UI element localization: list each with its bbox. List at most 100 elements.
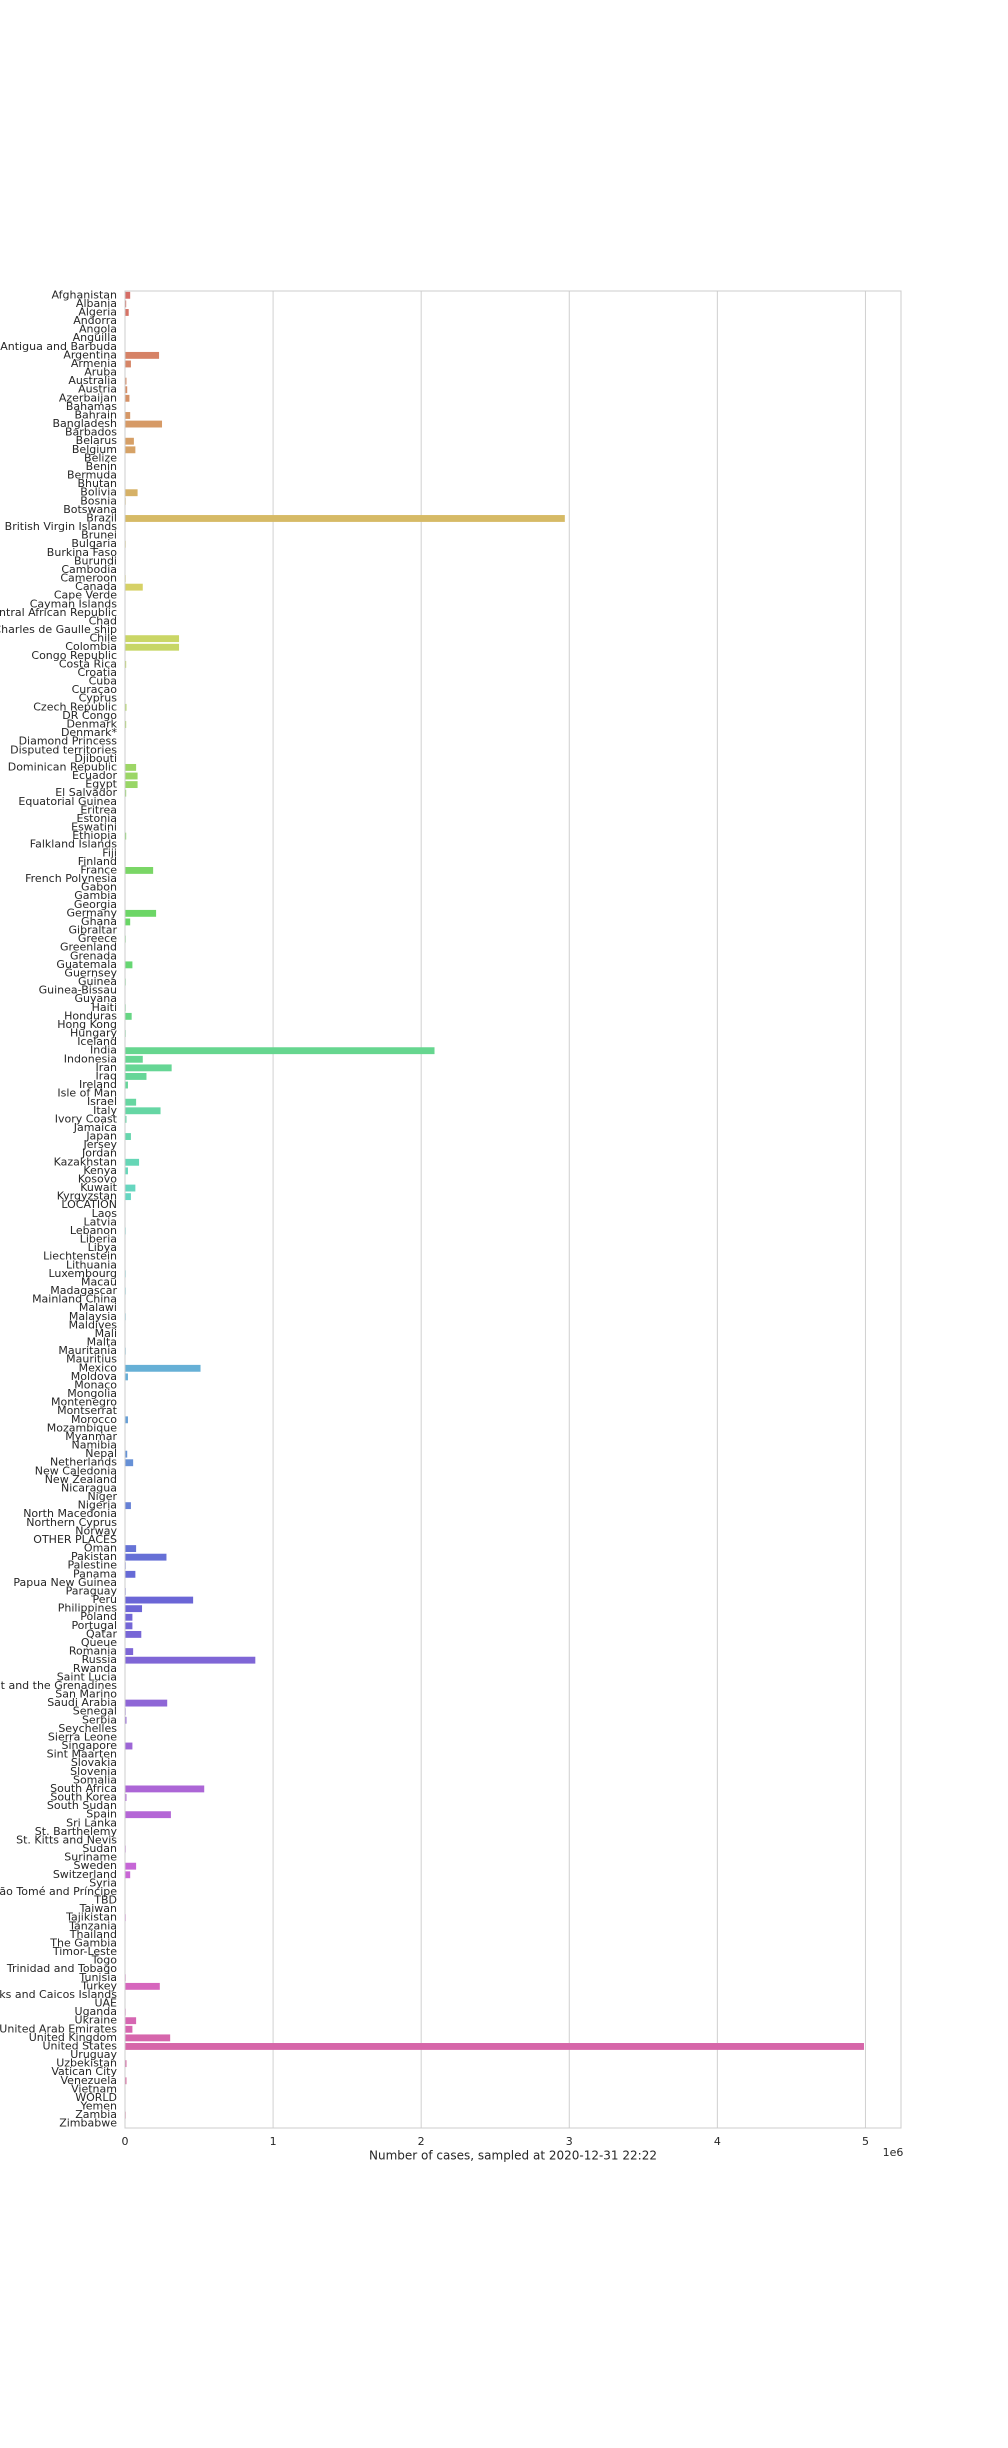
y-tick-label: Guinea: [78, 975, 117, 988]
bar: [125, 1553, 167, 1561]
bar: [125, 2060, 127, 2068]
y-tick-label: Moldova: [71, 1370, 117, 1383]
y-tick-label: United Kingdom: [29, 2031, 117, 2044]
y-tick-label: Falkland Islands: [30, 838, 117, 851]
y-tick-label: Denmark: [66, 717, 117, 730]
bar: [125, 1107, 161, 1115]
y-tick-label: Romania: [69, 1645, 117, 1658]
bar: [125, 1073, 147, 1080]
y-tick-label: Kuwait: [80, 1181, 117, 1194]
y-tick-label: Anguilla: [73, 331, 117, 344]
y-tick-label: Tunisia: [78, 1971, 117, 1984]
y-tick-label: Cyprus: [79, 692, 118, 705]
bar: [125, 1459, 134, 1467]
y-tick-label: TBD: [93, 1894, 117, 1907]
y-tick-label: São Tomé and Príncipe: [0, 1885, 117, 1898]
y-tick-label: Grenada: [70, 949, 117, 962]
bar: [125, 1158, 140, 1166]
x-tick-label: 2: [418, 2135, 425, 2148]
y-tick-label: Costa Rica: [59, 657, 117, 670]
y-tick-label: Guatemala: [56, 958, 117, 971]
y-tick-label: Seychelles: [58, 1722, 117, 1735]
y-tick-label: Diamond Princess: [19, 735, 118, 748]
bar: [125, 1081, 128, 1089]
bar: [125, 394, 130, 402]
y-tick-label: WORLD: [75, 2091, 117, 2104]
bar: [125, 918, 131, 926]
y-tick-label: Chad: [89, 614, 117, 627]
bar: [125, 1416, 128, 1424]
y-tick-label: Finland: [78, 855, 117, 868]
x-tick-label: 1: [270, 2135, 277, 2148]
y-tick-label: North Macedonia: [23, 1507, 117, 1520]
bar: [125, 1055, 143, 1063]
y-tick-label: Uruguay: [70, 2048, 117, 2061]
y-tick-label: Bahrain: [74, 408, 117, 421]
y-tick-label: Norway: [75, 1524, 117, 1537]
y-tick-label: Bulgaria: [71, 537, 117, 550]
y-tick-label: Greece: [78, 932, 117, 945]
bar: [125, 772, 138, 780]
bar: [125, 789, 127, 797]
bar: [125, 420, 163, 428]
x-tick-label: 0: [122, 2135, 129, 2148]
y-tick-label: Cameroon: [60, 572, 117, 585]
y-tick-label: India: [90, 1044, 117, 1057]
y-tick-label: Maldives: [69, 1318, 118, 1331]
y-tick-label: Niger: [87, 1490, 117, 1503]
y-tick-label: Mainland China: [32, 1293, 117, 1306]
y-tick-label: Kosovo: [78, 1172, 117, 1185]
x-tick-label: 3: [566, 2135, 573, 2148]
y-tick-label: Congo Republic: [31, 649, 117, 662]
y-tick-label: United States: [43, 2039, 118, 2052]
y-tick-label: Sri Lanka: [66, 1816, 117, 1829]
bar: [125, 660, 127, 668]
y-tick-label: Charles de Gaulle ship: [0, 623, 117, 636]
y-tick-label: Zambia: [75, 2108, 117, 2121]
y-tick-label: Malawi: [79, 1301, 117, 1314]
bar: [125, 1811, 171, 1819]
bar: [125, 635, 180, 643]
y-tick-label: Fiji: [102, 846, 117, 859]
bar: [125, 300, 127, 308]
plot-frame: [124, 290, 902, 2129]
y-tick-label: OTHER PLACES: [33, 1533, 117, 1546]
y-tick-label: Laos: [92, 1207, 118, 1220]
y-tick-label: Eswatini: [71, 821, 117, 834]
y-tick-label: Tanzania: [68, 1919, 117, 1932]
y-tick-label: St. Barthelemy: [35, 1825, 118, 1838]
y-tick-label: Afghanistan: [52, 288, 118, 301]
y-tick-label: Iran: [96, 1061, 118, 1074]
bar: [125, 1596, 194, 1604]
bar: [125, 866, 154, 874]
y-tick-label: Spain: [86, 1808, 117, 1821]
y-tick-label: Canada: [75, 580, 117, 593]
bar: [125, 1064, 172, 1072]
y-tick-label: Croatia: [77, 666, 117, 679]
y-tick-label: Germany: [66, 906, 117, 919]
x-tick-label: 5: [862, 2135, 869, 2148]
x-axis-label: Number of cases, sampled at 2020-12-31 2…: [369, 2149, 657, 2163]
y-tick-label: Sudan: [82, 1842, 117, 1855]
y-tick-label: French Polynesia: [25, 872, 117, 885]
y-tick-label: Mozambique: [47, 1421, 117, 1434]
y-tick-label: Bosnia: [80, 494, 117, 507]
bar: [125, 1742, 133, 1750]
y-tick-label: Bolivia: [80, 486, 117, 499]
y-tick-label: Northern Cyprus: [26, 1516, 117, 1529]
y-tick-label: Curaçao: [72, 683, 118, 696]
bar: [125, 377, 127, 385]
y-tick-label: Brazil: [86, 511, 117, 524]
y-tick-label: Kazakhstan: [54, 1155, 117, 1168]
y-tick-label: Egypt: [85, 778, 117, 791]
y-tick-label: Armenia: [71, 357, 117, 370]
y-tick-label: Sweden: [74, 1859, 117, 1872]
bar: [125, 412, 131, 419]
y-tick-label: Saudi Arabia: [47, 1696, 117, 1709]
bar: [125, 1098, 137, 1106]
y-tick-label: Brunei: [81, 529, 117, 542]
y-tick-label: Georgia: [74, 898, 117, 911]
y-tick-label: Austria: [78, 383, 117, 396]
y-tick-label: Gabon: [81, 881, 117, 894]
bar: [125, 1133, 131, 1140]
